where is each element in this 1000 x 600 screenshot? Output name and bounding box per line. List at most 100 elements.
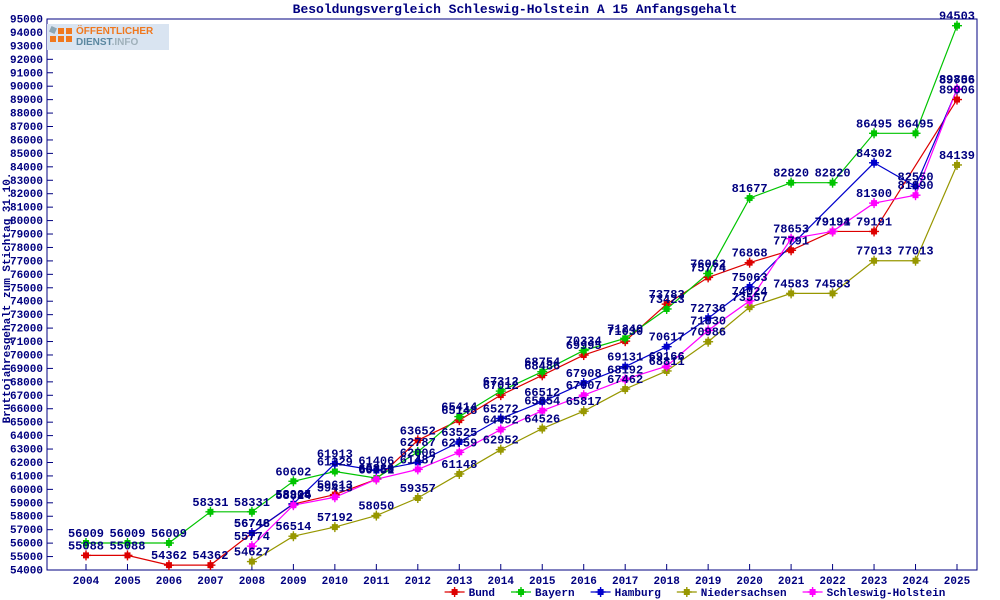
value-label: 67007 bbox=[566, 379, 602, 393]
data-point-bayern bbox=[622, 335, 629, 342]
y-tick-label: 69000 bbox=[10, 364, 43, 376]
y-tick-label: 68000 bbox=[10, 377, 43, 389]
series-line-schleswig-holstein bbox=[251, 88, 958, 547]
data-point-schleswig-holstein bbox=[788, 235, 795, 242]
data-point-hamburg bbox=[497, 415, 504, 422]
data-point-schleswig-holstein bbox=[290, 502, 297, 509]
data-point-hamburg bbox=[580, 380, 587, 387]
value-label: 58924 bbox=[275, 488, 311, 502]
value-label: 55088 bbox=[68, 539, 104, 553]
data-point-schleswig-holstein bbox=[539, 407, 546, 414]
data-point-bayern bbox=[705, 270, 712, 277]
value-label: 79191 bbox=[815, 215, 851, 229]
data-point-bayern bbox=[414, 448, 421, 455]
data-point-bayern bbox=[871, 130, 878, 137]
value-label: 56009 bbox=[109, 527, 145, 541]
value-label: 81300 bbox=[856, 187, 892, 201]
value-label: 62952 bbox=[483, 434, 519, 448]
value-label: 60839 bbox=[358, 462, 394, 476]
value-label: 77013 bbox=[856, 245, 892, 259]
value-label: 82820 bbox=[773, 167, 809, 181]
x-tick-label: 2005 bbox=[114, 576, 141, 588]
value-label: 71240 bbox=[607, 322, 643, 336]
value-label: 76062 bbox=[690, 258, 726, 272]
value-label: 69131 bbox=[607, 351, 643, 365]
y-tick-label: 80000 bbox=[10, 216, 43, 228]
data-point-hamburg bbox=[414, 459, 421, 466]
data-point-schleswig-holstein bbox=[663, 363, 670, 370]
y-tick-label: 63000 bbox=[10, 445, 43, 457]
data-point-bund bbox=[746, 259, 753, 266]
data-point-bund bbox=[788, 247, 795, 254]
value-label: 60750 bbox=[358, 463, 394, 477]
x-tick-label: 2010 bbox=[322, 576, 348, 588]
value-label: 56009 bbox=[151, 527, 187, 541]
y-tick-label: 61000 bbox=[10, 471, 43, 483]
value-label: 58331 bbox=[192, 496, 228, 510]
value-label: 57192 bbox=[317, 511, 353, 525]
y-tick-label: 66000 bbox=[10, 404, 43, 416]
data-point-niedersachsen bbox=[622, 386, 629, 393]
y-tick-label: 62000 bbox=[10, 458, 43, 470]
data-point-schleswig-holstein bbox=[497, 426, 504, 433]
value-label: 72736 bbox=[690, 302, 726, 316]
y-tick-label: 84000 bbox=[10, 162, 43, 174]
value-label: 78653 bbox=[773, 223, 809, 237]
value-label: 73783 bbox=[649, 288, 685, 302]
x-tick-label: 2011 bbox=[363, 576, 390, 588]
y-tick-label: 90000 bbox=[10, 82, 43, 94]
value-label: 56746 bbox=[234, 517, 270, 531]
data-point-niedersachsen bbox=[912, 257, 919, 264]
x-tick-label: 2013 bbox=[446, 576, 473, 588]
data-point-bund bbox=[165, 562, 172, 569]
data-point-bayern bbox=[580, 347, 587, 354]
data-point-niedersachsen bbox=[373, 512, 380, 519]
value-label: 59357 bbox=[400, 482, 436, 496]
legend-label: Niedersachsen bbox=[701, 588, 787, 600]
legend-marker bbox=[683, 589, 690, 595]
x-tick-label: 2004 bbox=[73, 576, 100, 588]
data-point-bayern bbox=[456, 413, 463, 420]
data-point-schleswig-holstein bbox=[414, 466, 421, 473]
value-label: 68486 bbox=[524, 359, 560, 373]
value-label: 61913 bbox=[317, 448, 353, 462]
data-point-hamburg bbox=[331, 460, 338, 467]
value-label: 64526 bbox=[524, 413, 560, 427]
y-tick-label: 56000 bbox=[10, 539, 43, 551]
y-tick-label: 78000 bbox=[10, 243, 43, 255]
x-tick-label: 2008 bbox=[239, 576, 266, 588]
value-label: 76868 bbox=[732, 247, 768, 261]
data-point-niedersachsen bbox=[290, 533, 297, 540]
series-line-niedersachsen bbox=[251, 164, 958, 563]
value-label: 66512 bbox=[524, 386, 560, 400]
data-point-hamburg bbox=[248, 530, 255, 537]
x-tick-label: 2006 bbox=[156, 576, 182, 588]
value-label: 65272 bbox=[483, 403, 519, 417]
y-tick-label: 71000 bbox=[10, 337, 43, 349]
value-label: 75774 bbox=[690, 261, 726, 275]
data-point-bund bbox=[954, 96, 960, 103]
data-point-schleswig-holstein bbox=[705, 327, 712, 334]
y-tick-label: 87000 bbox=[10, 122, 43, 134]
site-logo[interactable]: ÖFFENTLICHER DIENST.INFO bbox=[47, 24, 169, 50]
value-label: 79194 bbox=[815, 215, 851, 229]
value-label: 94503 bbox=[939, 10, 975, 24]
value-label: 68754 bbox=[524, 356, 560, 370]
data-point-bayern bbox=[954, 22, 960, 29]
y-tick-label: 77000 bbox=[10, 256, 43, 268]
value-label: 84302 bbox=[856, 147, 892, 161]
value-label: 77013 bbox=[898, 245, 934, 259]
x-tick-label: 2018 bbox=[653, 576, 680, 588]
data-point-bayern bbox=[124, 540, 131, 547]
data-point-hamburg bbox=[705, 315, 712, 322]
legend-marker bbox=[451, 589, 458, 595]
data-point-bayern bbox=[207, 508, 214, 515]
legend-label: Hamburg bbox=[615, 588, 661, 600]
data-point-bund bbox=[124, 552, 131, 559]
value-label: 65148 bbox=[441, 404, 477, 418]
data-point-schleswig-holstein bbox=[622, 376, 629, 383]
value-label: 67312 bbox=[483, 375, 519, 389]
data-point-schleswig-holstein bbox=[456, 449, 463, 456]
